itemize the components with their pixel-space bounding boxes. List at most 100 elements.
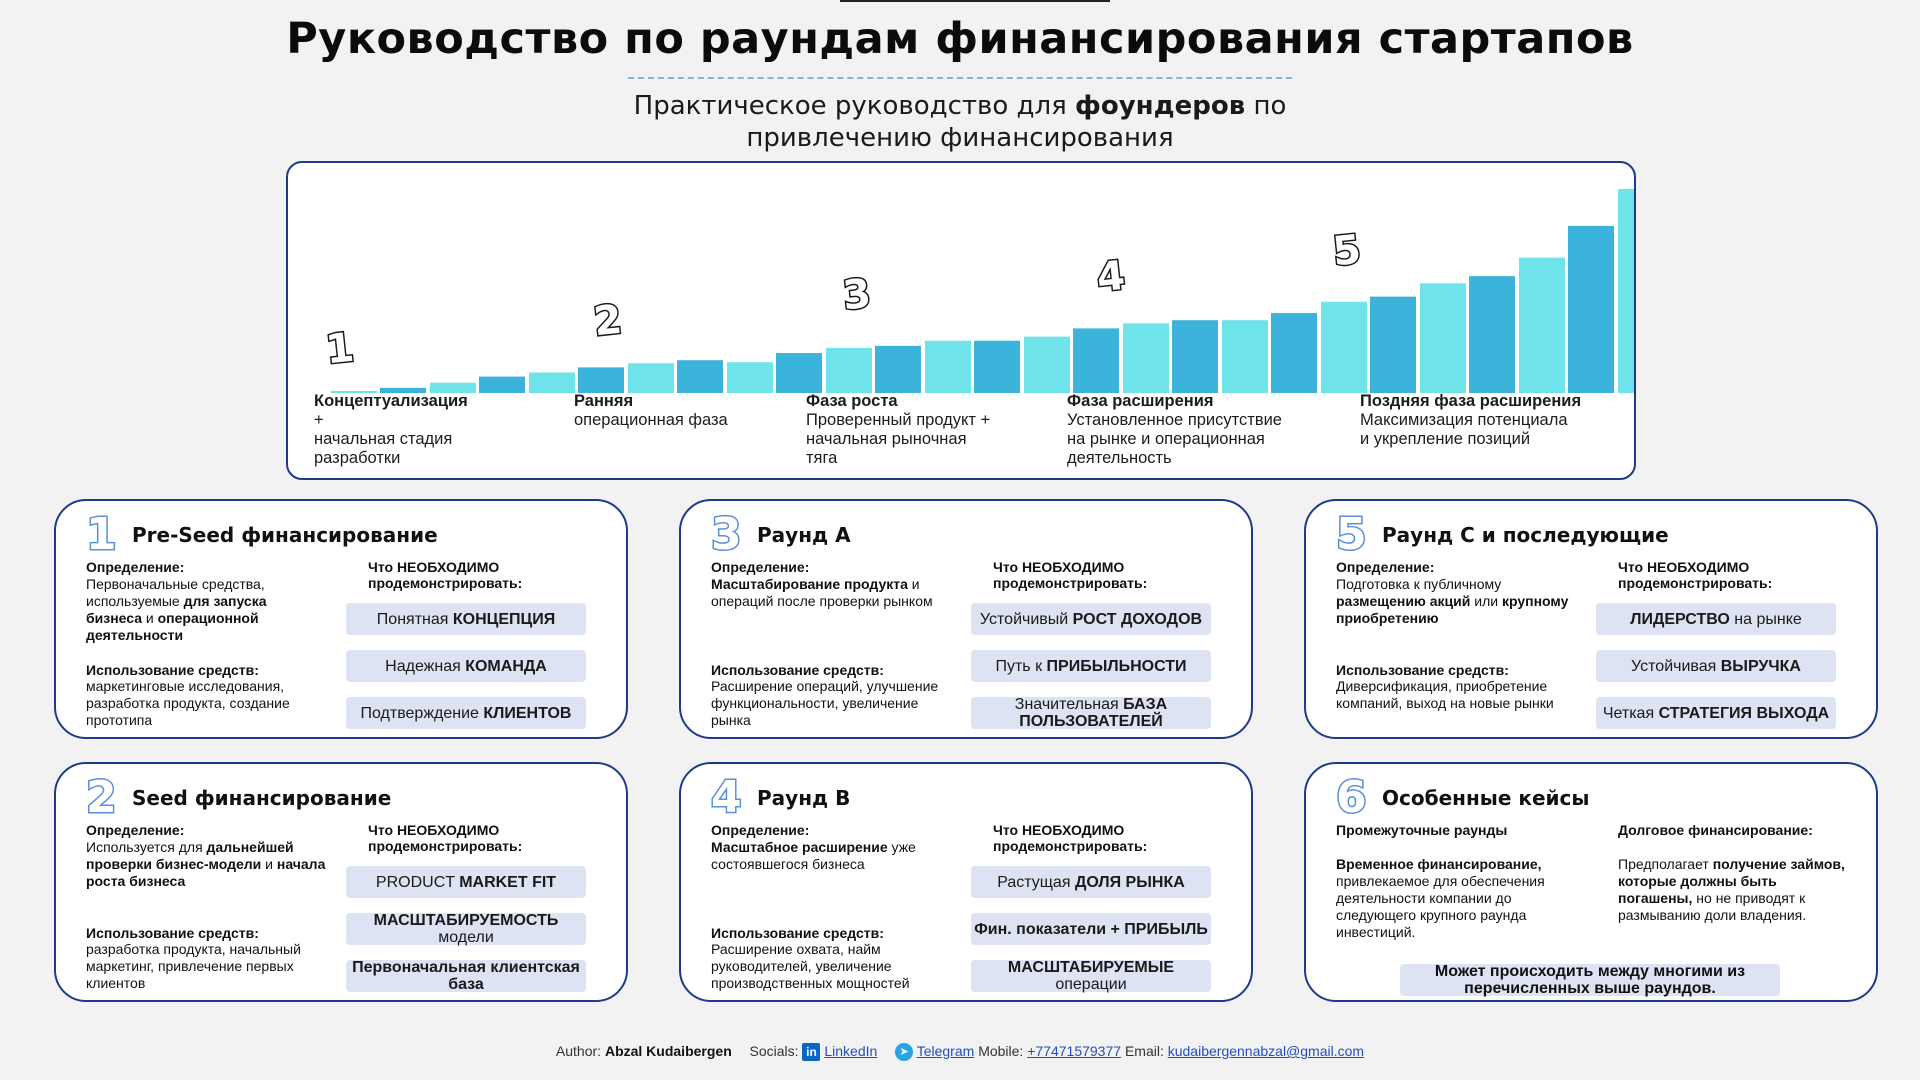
- subtitle-post: по привлечению финансирования: [746, 91, 1287, 153]
- requirement-pill: МАСШТАБИРУЕМЫЕ операции: [971, 959, 1211, 993]
- footer: Author: Abzal Kudaibergen Socials: in Li…: [0, 1043, 1920, 1062]
- stage-label-1: Концептуализация + начальная стадия разр…: [314, 392, 468, 468]
- use-of-funds-label: Использование средств:: [86, 925, 259, 941]
- requirement-pill: Устойчивый РОСТ ДОХОДОВ: [971, 603, 1211, 635]
- debt-financing-label: Долговое финансирование:: [1618, 822, 1813, 838]
- requirement-pill: PRODUCT MARKET FIT: [346, 866, 586, 898]
- pill-text: Понятная: [376, 610, 453, 628]
- def-text-2: или: [1470, 593, 1502, 609]
- definition-text: Первоначальные средства, используемые дл…: [86, 576, 326, 644]
- debt-bold: получение займов, которые должны быть по…: [1618, 856, 1845, 906]
- mobile-link[interactable]: +77471579377: [1027, 1043, 1122, 1059]
- pill-bold: ЛИДЕРСТВО: [1630, 610, 1730, 628]
- bridge-text: привлекаемое для обеспечения деятельност…: [1336, 873, 1545, 940]
- chart-bar-4: [479, 376, 525, 393]
- pill-bold: РОСТ ДОХОДОВ: [1072, 610, 1203, 628]
- chart-bar-9: [727, 362, 773, 393]
- requirements-label: Что НЕОБХОДИМО продемонстрировать:: [368, 822, 523, 854]
- use-of-funds-text: Расширение охвата, найм руководителей, у…: [711, 941, 910, 991]
- stage-label-5: Поздняя фаза расширения Максимизация поте…: [1360, 392, 1581, 449]
- chart-bar-16: [1073, 328, 1119, 393]
- chart-bar-25: [1519, 257, 1565, 393]
- def-bold: Масштабное расширение: [711, 839, 888, 855]
- chart-bar-15: [1024, 336, 1070, 393]
- card-title: Раунд С и последующие: [1382, 523, 1669, 547]
- pill-text: Устойчивый: [979, 610, 1073, 628]
- card-number: 1: [85, 508, 119, 562]
- linkedin-icon[interactable]: in: [802, 1043, 821, 1062]
- chart-bar-18: [1172, 320, 1218, 393]
- debt-financing-text: Предполагает получение займов, которые д…: [1618, 856, 1854, 924]
- chart-bar-17: [1123, 323, 1169, 393]
- card-number: 2: [85, 771, 119, 825]
- bridge-rounds-text: Временное финансирование, привлекаемое д…: [1336, 856, 1581, 941]
- stage-number-3: 3: [839, 269, 874, 321]
- definition-label: Определение:: [711, 822, 810, 838]
- requirement-pill: ЛИДЕРСТВО на рынке: [1596, 603, 1836, 635]
- use-of-funds-text: Расширение операций, улучшение функциона…: [711, 678, 939, 728]
- stage-desc: операционная фаза: [574, 411, 728, 429]
- requirement-pill: Первоначальная клиентская база: [346, 959, 586, 993]
- email-label: Email:: [1124, 1043, 1164, 1059]
- stage-number-4: 4: [1093, 251, 1128, 303]
- def-bold: размещению акций: [1336, 593, 1471, 609]
- card-number: 3: [710, 508, 744, 562]
- linkedin-link[interactable]: LinkedIn: [824, 1043, 878, 1059]
- card-title: Раунд В: [757, 786, 851, 810]
- pill-after: на рынке: [1729, 610, 1802, 628]
- chart-bar-26: [1568, 225, 1614, 393]
- stage-desc: Проверенный продукт + начальная рыночная…: [806, 411, 991, 467]
- pill-text: PRODUCT: [375, 873, 460, 891]
- card-round-a: 3 Раунд А Определение: Масштабирование прод…: [679, 499, 1253, 739]
- card-special-cases: 6 Особенные кейсы Промежуточные раунды В…: [1304, 762, 1878, 1002]
- card-seed: 2 Seed финансирование Определение: Использу…: [54, 762, 628, 1002]
- use-of-funds-label: Использование средств:: [711, 925, 884, 941]
- chart-bar-12: [875, 345, 921, 393]
- pill-bold: КЛИЕНТОВ: [483, 704, 572, 722]
- pill-text: Значительная: [1014, 696, 1124, 713]
- card-title: Pre-Seed финансирование: [132, 523, 438, 547]
- stage-number-2: 2: [590, 295, 625, 347]
- chart-bar-11: [826, 347, 872, 393]
- pill-bold: Первоначальная клиентская база: [352, 959, 580, 993]
- use-of-funds-text: маркетинговые исследования, разработка п…: [86, 678, 290, 728]
- pill-text: Надежная: [385, 657, 466, 675]
- requirements-label: Что НЕОБХОДИМО продемонстрировать:: [1618, 559, 1773, 591]
- stage-title: Концептуализация: [314, 392, 468, 410]
- def-text-2: и операций после проверки рынком: [711, 576, 933, 609]
- bridge-bold: Временное финансирование,: [1336, 856, 1542, 872]
- pill-text: Путь к: [995, 657, 1047, 675]
- requirement-pill: Фин. показатели + ПРИБЫЛЬ: [971, 913, 1211, 945]
- stage-label-4: Фаза расширения Установленное присутствие…: [1067, 392, 1282, 468]
- telegram-link[interactable]: Telegram: [916, 1043, 975, 1059]
- use-of-funds-label: Использование средств:: [1336, 662, 1509, 678]
- pill-bold: МАСШТАБИРУЕМЫЕ: [1007, 959, 1175, 976]
- chart-bar-23: [1420, 283, 1466, 393]
- def-text: Подготовка к публичному: [1336, 576, 1502, 592]
- pill-bold: ВЫРУЧКА: [1720, 657, 1801, 675]
- use-of-funds-text: Диверсификация, приобретение компаний, в…: [1336, 678, 1554, 711]
- subtitle-pre: Практическое руководство для: [633, 91, 1076, 121]
- chart-bar-14: [974, 340, 1020, 393]
- chart-bar-2: [380, 387, 426, 393]
- pill-bold: Фин. показатели + ПРИБЫЛЬ: [974, 920, 1208, 938]
- definition-label: Определение:: [1336, 559, 1435, 575]
- pill-bold: ДОЛЯ РЫНКА: [1074, 873, 1185, 891]
- chart-bar-3: [430, 382, 476, 393]
- pill-bold: СТРАТЕГИЯ ВЫХОДА: [1658, 704, 1830, 722]
- title-underline: [628, 77, 1292, 79]
- card-title: Раунд А: [757, 523, 851, 547]
- card-round-b: 4 Раунд В Определение: Масштабное расширени…: [679, 762, 1253, 1002]
- card-number: 5: [1335, 508, 1369, 562]
- email-link[interactable]: kudaibergennabzal@gmail.com: [1167, 1043, 1365, 1059]
- requirement-pill: Устойчивая ВЫРУЧКА: [1596, 650, 1836, 682]
- chart-bar-1: [331, 390, 377, 393]
- chart-bar-10: [776, 353, 822, 393]
- stage-desc: Максимизация потенциала и укрепление поз…: [1360, 411, 1568, 448]
- requirement-pill: Растущая ДОЛЯ РЫНКА: [971, 866, 1211, 898]
- chart-bar-27: [1618, 189, 1634, 393]
- use-of-funds-label: Использование средств:: [711, 662, 884, 678]
- telegram-icon[interactable]: ➤: [895, 1043, 914, 1062]
- requirements-label: Что НЕОБХОДИМО продемонстрировать:: [993, 822, 1148, 854]
- card-preseed: 1 Pre-Seed финансирование Определение: Перв…: [54, 499, 628, 739]
